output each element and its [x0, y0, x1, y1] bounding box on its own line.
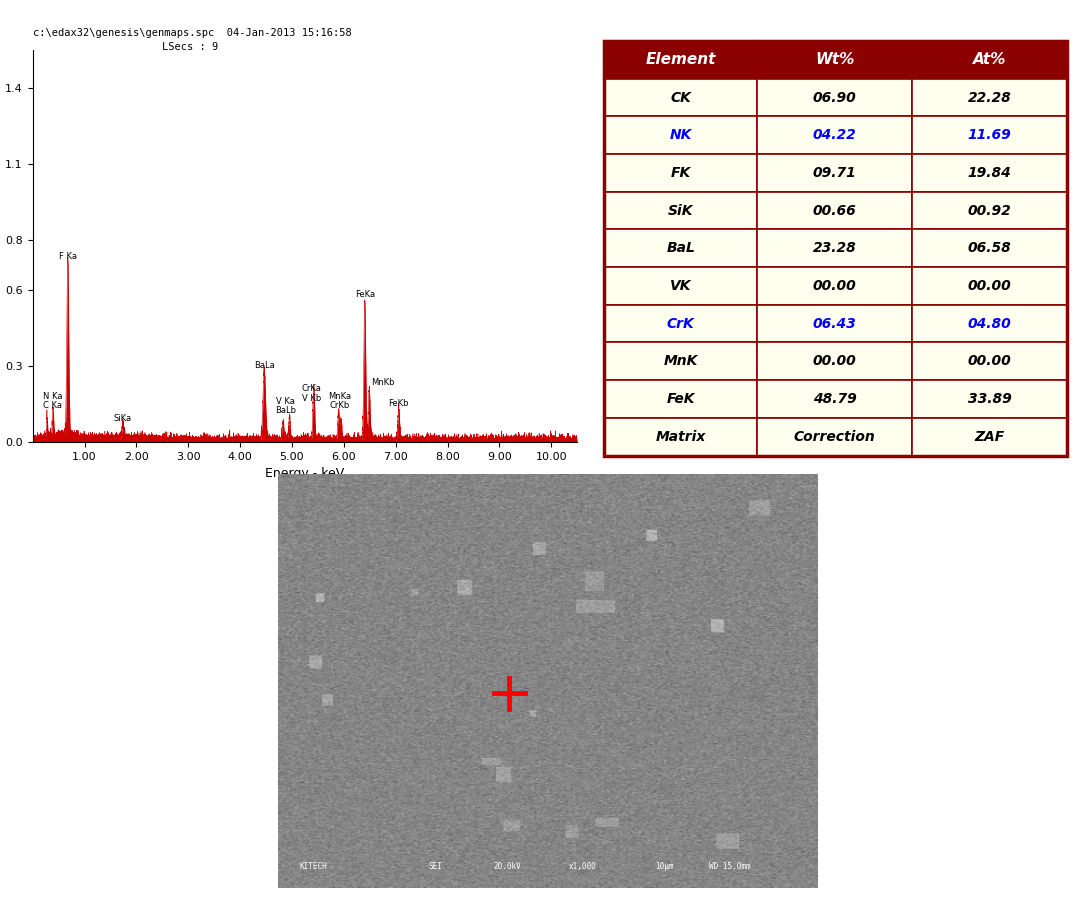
Text: 04.22: 04.22 [812, 128, 857, 142]
Bar [604, 380, 757, 418]
Text: 10μm: 10μm [656, 862, 673, 871]
X-axis label: Energy - keV: Energy - keV [266, 467, 344, 480]
Text: VK: VK [670, 279, 692, 293]
Bar [604, 230, 757, 267]
Text: 09.71: 09.71 [812, 166, 857, 179]
Bar [913, 380, 1067, 418]
Text: MnKb: MnKb [371, 378, 394, 387]
Text: F Ka: F Ka [59, 252, 77, 261]
Text: BaL: BaL [666, 241, 695, 255]
Text: 19.84: 19.84 [968, 166, 1012, 179]
Text: 06.58: 06.58 [968, 241, 1012, 255]
Text: MnKa
CrKb: MnKa CrKb [328, 392, 352, 410]
Bar [913, 418, 1067, 456]
Text: BaLa: BaLa [254, 361, 274, 370]
Bar [757, 380, 913, 418]
Bar [757, 418, 913, 456]
Text: FeK: FeK [666, 392, 695, 406]
Text: 06.43: 06.43 [812, 317, 857, 331]
Text: 23.28: 23.28 [812, 241, 857, 255]
Text: CrK: CrK [666, 317, 695, 331]
Text: NK: NK [670, 128, 692, 142]
Text: CrKa
V Kb: CrKa V Kb [302, 384, 321, 403]
Text: CK: CK [671, 90, 692, 105]
Text: Wt%: Wt% [815, 52, 855, 67]
Text: FK: FK [671, 166, 690, 179]
Text: 00.00: 00.00 [968, 279, 1012, 293]
Bar [757, 154, 913, 191]
Text: At%: At% [972, 52, 1006, 67]
Bar [913, 305, 1067, 343]
Bar [913, 78, 1067, 117]
Text: WD 15.0mm: WD 15.0mm [709, 862, 750, 871]
Text: KITECH: KITECH [299, 862, 327, 871]
Text: 48.79: 48.79 [812, 392, 857, 406]
Bar [757, 230, 913, 267]
Bar [913, 267, 1067, 305]
Bar [604, 154, 757, 191]
Bar [757, 191, 913, 230]
Bar [913, 41, 1067, 78]
Text: x1,000: x1,000 [568, 862, 597, 871]
Text: 11.69: 11.69 [968, 128, 1012, 142]
Bar [913, 343, 1067, 380]
Bar [757, 305, 913, 343]
Bar [604, 41, 757, 78]
Text: SEI: SEI [429, 862, 442, 871]
Text: 04.80: 04.80 [968, 317, 1012, 331]
Bar [913, 117, 1067, 154]
Text: 00.66: 00.66 [812, 203, 857, 218]
Bar [604, 117, 757, 154]
Bar [757, 41, 913, 78]
Text: 00.00: 00.00 [812, 279, 857, 293]
Bar [913, 230, 1067, 267]
Bar [757, 267, 913, 305]
Text: 00.00: 00.00 [968, 354, 1012, 368]
Text: LSecs : 9: LSecs : 9 [162, 42, 219, 52]
Text: 33.89: 33.89 [968, 392, 1012, 406]
Text: Matrix: Matrix [656, 430, 706, 444]
Bar [604, 305, 757, 343]
Text: MnK: MnK [663, 354, 698, 368]
Bar [757, 343, 913, 380]
Bar [913, 154, 1067, 191]
Text: ZAF: ZAF [975, 430, 1005, 444]
Text: Element: Element [646, 52, 715, 67]
Bar [604, 78, 757, 117]
Text: 22.28: 22.28 [968, 90, 1012, 105]
Text: SiKa: SiKa [114, 414, 132, 423]
Bar [604, 267, 757, 305]
Text: 00.00: 00.00 [812, 354, 857, 368]
Bar [604, 343, 757, 380]
Text: N Ka
C Ka: N Ka C Ka [42, 392, 62, 410]
Text: FeKb: FeKb [389, 399, 409, 408]
Text: 06.90: 06.90 [812, 90, 857, 105]
Text: SiK: SiK [668, 203, 694, 218]
Bar [913, 191, 1067, 230]
Text: Correction: Correction [794, 430, 876, 444]
Bar [604, 191, 757, 230]
Text: 00.92: 00.92 [968, 203, 1012, 218]
Text: c:\edax32\genesis\genmaps.spc  04-Jan-2013 15:16:58: c:\edax32\genesis\genmaps.spc 04-Jan-201… [33, 28, 352, 38]
Text: 20.0kV: 20.0kV [493, 862, 521, 871]
Bar [757, 117, 913, 154]
Text: FeKa: FeKa [355, 290, 375, 299]
Text: V Ka
BaLb: V Ka BaLb [276, 396, 296, 415]
Bar [604, 418, 757, 456]
Bar [757, 78, 913, 117]
